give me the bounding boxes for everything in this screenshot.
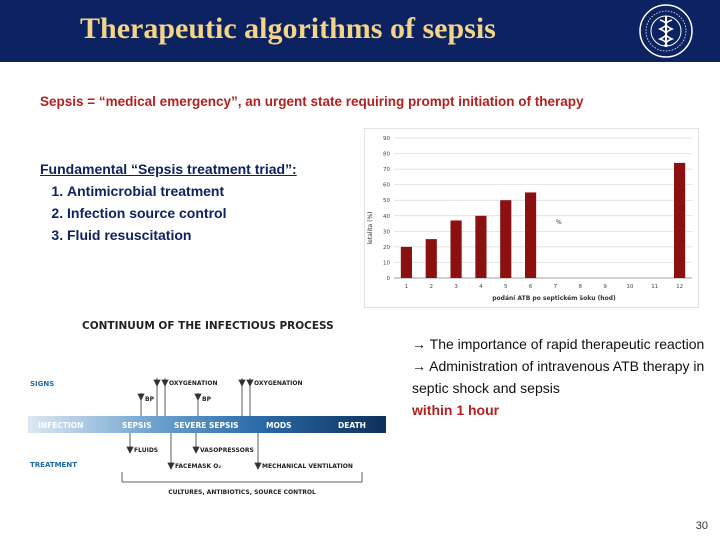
bar [500, 200, 512, 278]
note-within-hour: within 1 hour [412, 402, 500, 418]
headline-text: Sepsis = “medical emergency”, an urgent … [40, 94, 584, 109]
stage-death: DEATH [338, 421, 366, 430]
x-tick-label: 6 [529, 284, 533, 290]
y-axis-label: letalita (%) [367, 211, 374, 244]
y-tick-label: 70 [383, 167, 390, 173]
cultures-antibiotics-source-control: CULTURES, ANTIBIOTICS, SOURCE CONTROL [168, 489, 316, 496]
bar [475, 215, 487, 278]
triad-list: Antimicrobial treatment Infection source… [40, 180, 297, 246]
y-tick-label: 10 [383, 260, 390, 266]
x-tick-label: 12 [676, 284, 683, 290]
treatment-mechanical-ventilation: MECHANICAL VENTILATION [262, 463, 353, 470]
triad-item: Fluid resuscitation [67, 224, 297, 246]
sign-oxygenation-2: OXYGENATION [254, 380, 303, 387]
chart-grid [394, 137, 692, 279]
sign-bp-2: BP [202, 396, 212, 403]
bar [400, 246, 413, 278]
x-tick-label: 7 [554, 284, 558, 290]
x-tick-label: 2 [430, 284, 434, 290]
series-label: % [556, 219, 562, 226]
y-tick-label: 50 [383, 198, 390, 204]
triad-item: Antimicrobial treatment [67, 180, 297, 202]
sign-bp-1: BP [145, 396, 155, 403]
x-tick-label: 8 [579, 284, 583, 290]
signs-label: SIGNS [30, 380, 54, 388]
infectious-process-continuum: CONTINUUM OF THE INFECTIOUS PROCESS SIGN… [28, 320, 386, 496]
triad-title: Fundamental “Sepsis treatment triad”: [40, 161, 297, 177]
bar [524, 192, 537, 278]
signs-markers [137, 378, 254, 416]
stage-sepsis: SEPSIS [122, 421, 152, 430]
stage-severe-sepsis: SEVERE SEPSIS [174, 421, 239, 430]
sign-oxygenation-1: OXYGENATION [169, 380, 218, 387]
x-tick-label: 9 [603, 284, 607, 290]
note-rapid-reaction: → The importance of rapid therapeutic re… [412, 336, 705, 352]
y-tick-label: 40 [383, 214, 390, 220]
x-tick-label: 5 [504, 284, 508, 290]
note-iv-atb: → Administration of intravenous ATB ther… [412, 358, 705, 396]
treatment-fluids: FLUIDS [134, 447, 158, 454]
x-tick-label: 4 [479, 284, 483, 290]
y-tick-label: 20 [383, 245, 390, 251]
treatment-vasopressors: VASOPRESSORS [200, 447, 254, 454]
key-notes: → The importance of rapid therapeutic re… [412, 333, 712, 421]
triad-item: Infection source control [67, 202, 297, 224]
stage-mods: MODS [266, 421, 291, 430]
page-number: 30 [695, 520, 708, 532]
continuum-band [28, 416, 386, 433]
y-ticks: 0 10 20 30 40 50 60 70 80 90 [383, 136, 391, 282]
slide-title: Therapeutic algorithms of sepsis [80, 12, 496, 45]
treatment-markers [121, 433, 363, 483]
y-tick-label: 90 [383, 136, 390, 142]
y-tick-label: 60 [383, 183, 390, 189]
bar [450, 220, 462, 278]
y-tick-label: 30 [383, 229, 390, 235]
title-bar: Therapeutic algorithms of sepsis [0, 0, 720, 62]
treatment-facemask: FACEMASK O₂ [175, 463, 221, 470]
treatment-triad: Fundamental “Sepsis treatment triad”: An… [40, 158, 297, 246]
x-tick-label: 1 [405, 284, 409, 290]
university-seal-logo [639, 4, 693, 58]
x-ticks: 1 2 3 4 5 6 7 8 9 10 11 12 [405, 284, 683, 290]
x-tick-label: 10 [626, 284, 633, 290]
x-axis-label: podání ATB po septickém šoku (hod) [492, 295, 616, 302]
y-tick-label: 80 [383, 152, 390, 158]
bar [425, 239, 437, 278]
continuum-title: CONTINUUM OF THE INFECTIOUS PROCESS [82, 320, 334, 332]
bar [673, 162, 686, 278]
y-tick-label: 0 [387, 276, 391, 282]
x-tick-label: 3 [454, 284, 458, 290]
x-tick-label: 11 [651, 284, 658, 290]
treatment-label: TREATMENT [30, 461, 77, 469]
stage-infection: INFECTION [38, 421, 83, 430]
chart-bars [400, 162, 686, 278]
